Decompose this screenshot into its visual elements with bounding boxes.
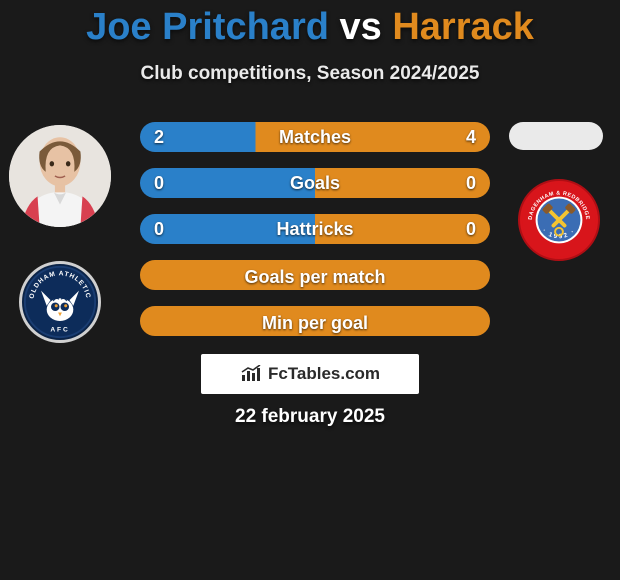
vs-text: vs: [340, 6, 382, 48]
player-right-club-badge: DAGENHAM & REDBRIDGE · 1992 ·: [518, 179, 600, 261]
stat-right-value: 0: [466, 168, 476, 198]
svg-text:AFC: AFC: [50, 326, 69, 333]
stats-panel: 2 Matches 4 0 Goals 0 0 Hattricks 0 Goals per mat…: [140, 122, 490, 352]
stat-left-value: 2: [154, 122, 164, 152]
stat-bar-min-per-goal: Min per goal: [140, 306, 490, 336]
stat-bar-hattricks: 0 Hattricks 0: [140, 214, 490, 244]
stat-bar-goals-per-match: Goals per match: [140, 260, 490, 290]
player-left-avatar: [9, 125, 111, 227]
stat-right-value: 0: [466, 214, 476, 244]
chart-icon: [240, 365, 262, 383]
comparison-title: Joe Pritchard vs Harrack: [0, 0, 620, 49]
stat-label: Min per goal: [262, 313, 368, 333]
subtitle: Club competitions, Season 2024/2025: [0, 63, 620, 85]
stat-right-value: 4: [466, 122, 476, 152]
branding-box: FcTables.com: [201, 354, 419, 394]
player-right-avatar-placeholder: [509, 122, 603, 150]
player-right-name: Harrack: [392, 6, 534, 48]
stat-label: Matches: [279, 127, 351, 147]
footer-date: 22 february 2025: [0, 406, 620, 428]
stat-bar-goals: 0 Goals 0: [140, 168, 490, 198]
stat-left-value: 0: [154, 168, 164, 198]
player-left-club-badge: OLDHAM ATHLETIC AFC: [19, 261, 101, 343]
stat-bar-matches: 2 Matches 4: [140, 122, 490, 152]
stat-label: Goals per match: [244, 267, 385, 287]
stat-label: Hattricks: [276, 219, 353, 239]
branding-text: FcTables.com: [268, 364, 380, 384]
stat-label: Goals: [290, 173, 340, 193]
player-left-name: Joe Pritchard: [86, 6, 339, 48]
stat-left-value: 0: [154, 214, 164, 244]
